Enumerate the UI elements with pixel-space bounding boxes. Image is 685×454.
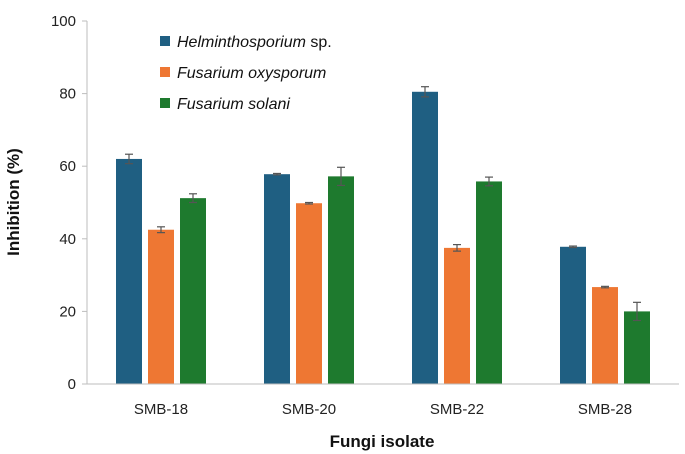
y-tick-label: 0 xyxy=(68,376,76,393)
legend-label: Fusarium solani xyxy=(177,96,290,113)
error-bar xyxy=(305,201,313,205)
x-tick-label: SMB-22 xyxy=(430,401,484,418)
error-bar xyxy=(189,193,197,204)
bar xyxy=(180,198,206,384)
bar xyxy=(412,91,438,384)
bar xyxy=(444,247,470,384)
y-tick-label: 80 xyxy=(59,86,76,103)
x-tick-label: SMB-18 xyxy=(134,401,188,418)
error-bar xyxy=(569,245,577,249)
error-bar xyxy=(633,301,641,322)
error-bar xyxy=(125,153,133,165)
bar xyxy=(560,246,586,384)
legend-swatch xyxy=(160,67,170,77)
bar xyxy=(476,181,502,384)
legend-label: Helminthosporium sp. xyxy=(177,34,332,51)
bar xyxy=(592,287,618,384)
y-axis-title: Inhibition (%) xyxy=(4,148,23,256)
bar xyxy=(328,176,354,384)
error-bar xyxy=(337,166,345,187)
error-bar xyxy=(485,176,493,187)
bar xyxy=(116,158,142,384)
x-tick-label: SMB-20 xyxy=(282,401,336,418)
bar-marks xyxy=(116,86,650,384)
legend-item: Fusarium oxysporum xyxy=(160,65,326,82)
legend-item: Fusarium solani xyxy=(160,96,290,113)
x-tick-label: SMB-28 xyxy=(578,401,632,418)
error-bar xyxy=(273,172,281,176)
y-tick-label: 40 xyxy=(59,231,76,248)
legend-label: Fusarium oxysporum xyxy=(177,65,326,82)
error-bar xyxy=(421,86,429,98)
bar xyxy=(624,311,650,384)
bar xyxy=(148,229,174,384)
error-bar xyxy=(601,285,609,289)
legend-swatch xyxy=(160,36,170,46)
y-tick-label: 100 xyxy=(51,13,76,30)
x-axis-title: Fungi isolate xyxy=(330,432,435,451)
legend-item: Helminthosporium sp. xyxy=(160,34,332,51)
bar xyxy=(264,174,290,384)
bar xyxy=(296,203,322,384)
error-bar xyxy=(453,244,461,252)
legend-swatch xyxy=(160,98,170,108)
legend: Helminthosporium sp. Fusarium oxysporum Fu… xyxy=(160,34,332,113)
y-tick-label: 60 xyxy=(59,158,76,175)
y-tick-label: 20 xyxy=(59,303,76,320)
y-axis-ticks: 0 20 40 60 80 100 xyxy=(51,13,87,393)
error-bar xyxy=(157,226,165,234)
x-axis-ticks: SMB-18 SMB-20 SMB-22 SMB-28 xyxy=(134,401,632,418)
